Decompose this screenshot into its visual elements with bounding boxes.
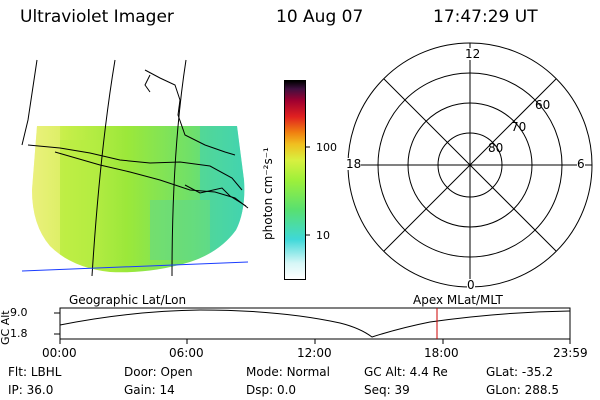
alt-xtick-0000: 00:00 (42, 346, 77, 360)
info-glon: GLon: 288.5 (486, 383, 559, 397)
mlt-diagonal-2 (383, 78, 557, 252)
polar-mlt-plot (347, 42, 593, 288)
info-gain: Gain: 14 (124, 383, 175, 397)
info-flt: Flt: LBHL (8, 365, 62, 379)
alt-ytick-9: 9.0 (10, 306, 28, 319)
altitude-plot-frame (59, 307, 571, 340)
coastline-lines (27, 69, 249, 209)
mlt-label-12: 12 (465, 47, 481, 61)
info-door: Door: Open (124, 365, 193, 379)
alt-xtick-2359: 23:59 (553, 346, 588, 360)
alt-xtick-0600: 06:00 (169, 346, 204, 360)
alt-ylabel: GC Alt (0, 310, 12, 345)
altitude-plot (54, 307, 571, 344)
alt-xtick-1800: 18:00 (424, 346, 459, 360)
info-dsp: Dsp: 0.0 (246, 383, 297, 397)
equator-line (21, 261, 249, 272)
mlat-label-80: 80 (488, 141, 504, 155)
mlat-label-70: 70 (511, 120, 527, 134)
date-label: 10 Aug 07 (276, 7, 364, 27)
info-seq: Seq: 39 (364, 383, 410, 397)
colorbar-tick-100: 100 (316, 141, 337, 154)
info-glat: GLat: -35.2 (486, 365, 553, 379)
mlt-label-6: 6 (577, 157, 585, 171)
alt-xtick-1200: 12:00 (297, 346, 332, 360)
mlat-label-60: 60 (535, 98, 551, 112)
map-projection-label: Geographic Lat/Lon (69, 293, 187, 307)
colorbar-unit-label: photon cm⁻²s⁻¹ (261, 147, 275, 240)
mlt-label-0: 0 (467, 278, 475, 292)
colorbar-tick-10: 10 (316, 229, 330, 242)
intensity-colorbar (284, 80, 306, 280)
info-mode: Mode: Normal (246, 365, 330, 379)
info-ip: IP: 36.0 (8, 383, 54, 397)
alt-ytick-1-8: 1.8 (10, 327, 28, 340)
lat-lon-grid (21, 59, 187, 277)
time-label: 17:47:29 UT (433, 7, 538, 27)
info-gc-alt: GC Alt: 4.4 Re (364, 365, 448, 379)
geographic-map (21, 59, 249, 277)
polar-coord-label: Apex MLat/MLT (413, 293, 503, 307)
altitude-curve (59, 309, 571, 338)
colorbar-axis (306, 146, 310, 236)
instrument-title: Ultraviolet Imager (20, 7, 174, 27)
mlt-label-18: 18 (346, 157, 362, 171)
